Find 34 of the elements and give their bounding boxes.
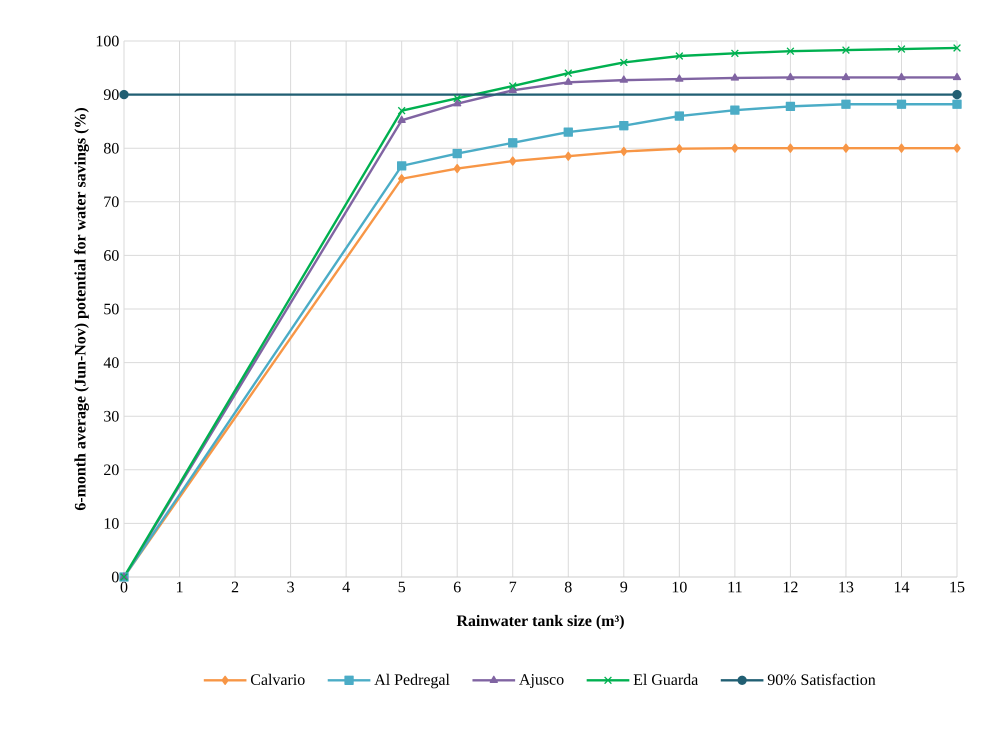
y-tick-label: 60: [104, 250, 119, 261]
x-tick-label: 13: [839, 582, 854, 592]
x-tick-label: 4: [342, 582, 350, 592]
y-tick-label: 20: [104, 464, 119, 476]
legend-label: 90% Satisfaction: [768, 674, 876, 686]
x-tick-label: 0: [120, 582, 128, 592]
y-tick-label: 100: [96, 36, 119, 46]
y-tick-label: 30: [104, 410, 119, 422]
x-tick-label: 7: [510, 582, 516, 592]
y-axis-title: 6-month average (Jun-Nov) potential for water savings (%): [74, 108, 89, 510]
x-tick-label: 12: [784, 582, 798, 592]
x-tick-label: 5: [398, 582, 406, 592]
x-tick-label: 8: [564, 582, 572, 592]
x-tick-label: 15: [950, 582, 964, 592]
y-tick-label: 10: [104, 518, 119, 529]
legend-label: Al Pedregal: [374, 674, 450, 688]
y-tick-label: 80: [104, 142, 119, 154]
x-axis-title: Rainwater tank size (m³): [456, 614, 624, 630]
y-tick-label: 50: [104, 304, 119, 314]
x-tick-label: 2: [232, 582, 238, 592]
y-tick-label: 70: [104, 196, 119, 208]
y-tick-label: 40: [104, 357, 119, 368]
legend-label: Calvario: [250, 674, 305, 685]
x-tick-label: 3: [287, 582, 294, 592]
x-tick-label: 6: [454, 582, 461, 592]
x-tick-label: 14: [894, 582, 910, 592]
legend-label: El Guarda: [634, 674, 698, 685]
x-tick-label: 1: [176, 582, 183, 592]
x-tick-label: 10: [672, 582, 687, 592]
y-tick-label: 90: [104, 89, 119, 100]
y-tick-label: 0: [112, 572, 119, 582]
x-tick-label: 11: [728, 582, 742, 592]
x-tick-label: 9: [620, 582, 628, 592]
legend-label: Ajusco: [519, 674, 564, 688]
